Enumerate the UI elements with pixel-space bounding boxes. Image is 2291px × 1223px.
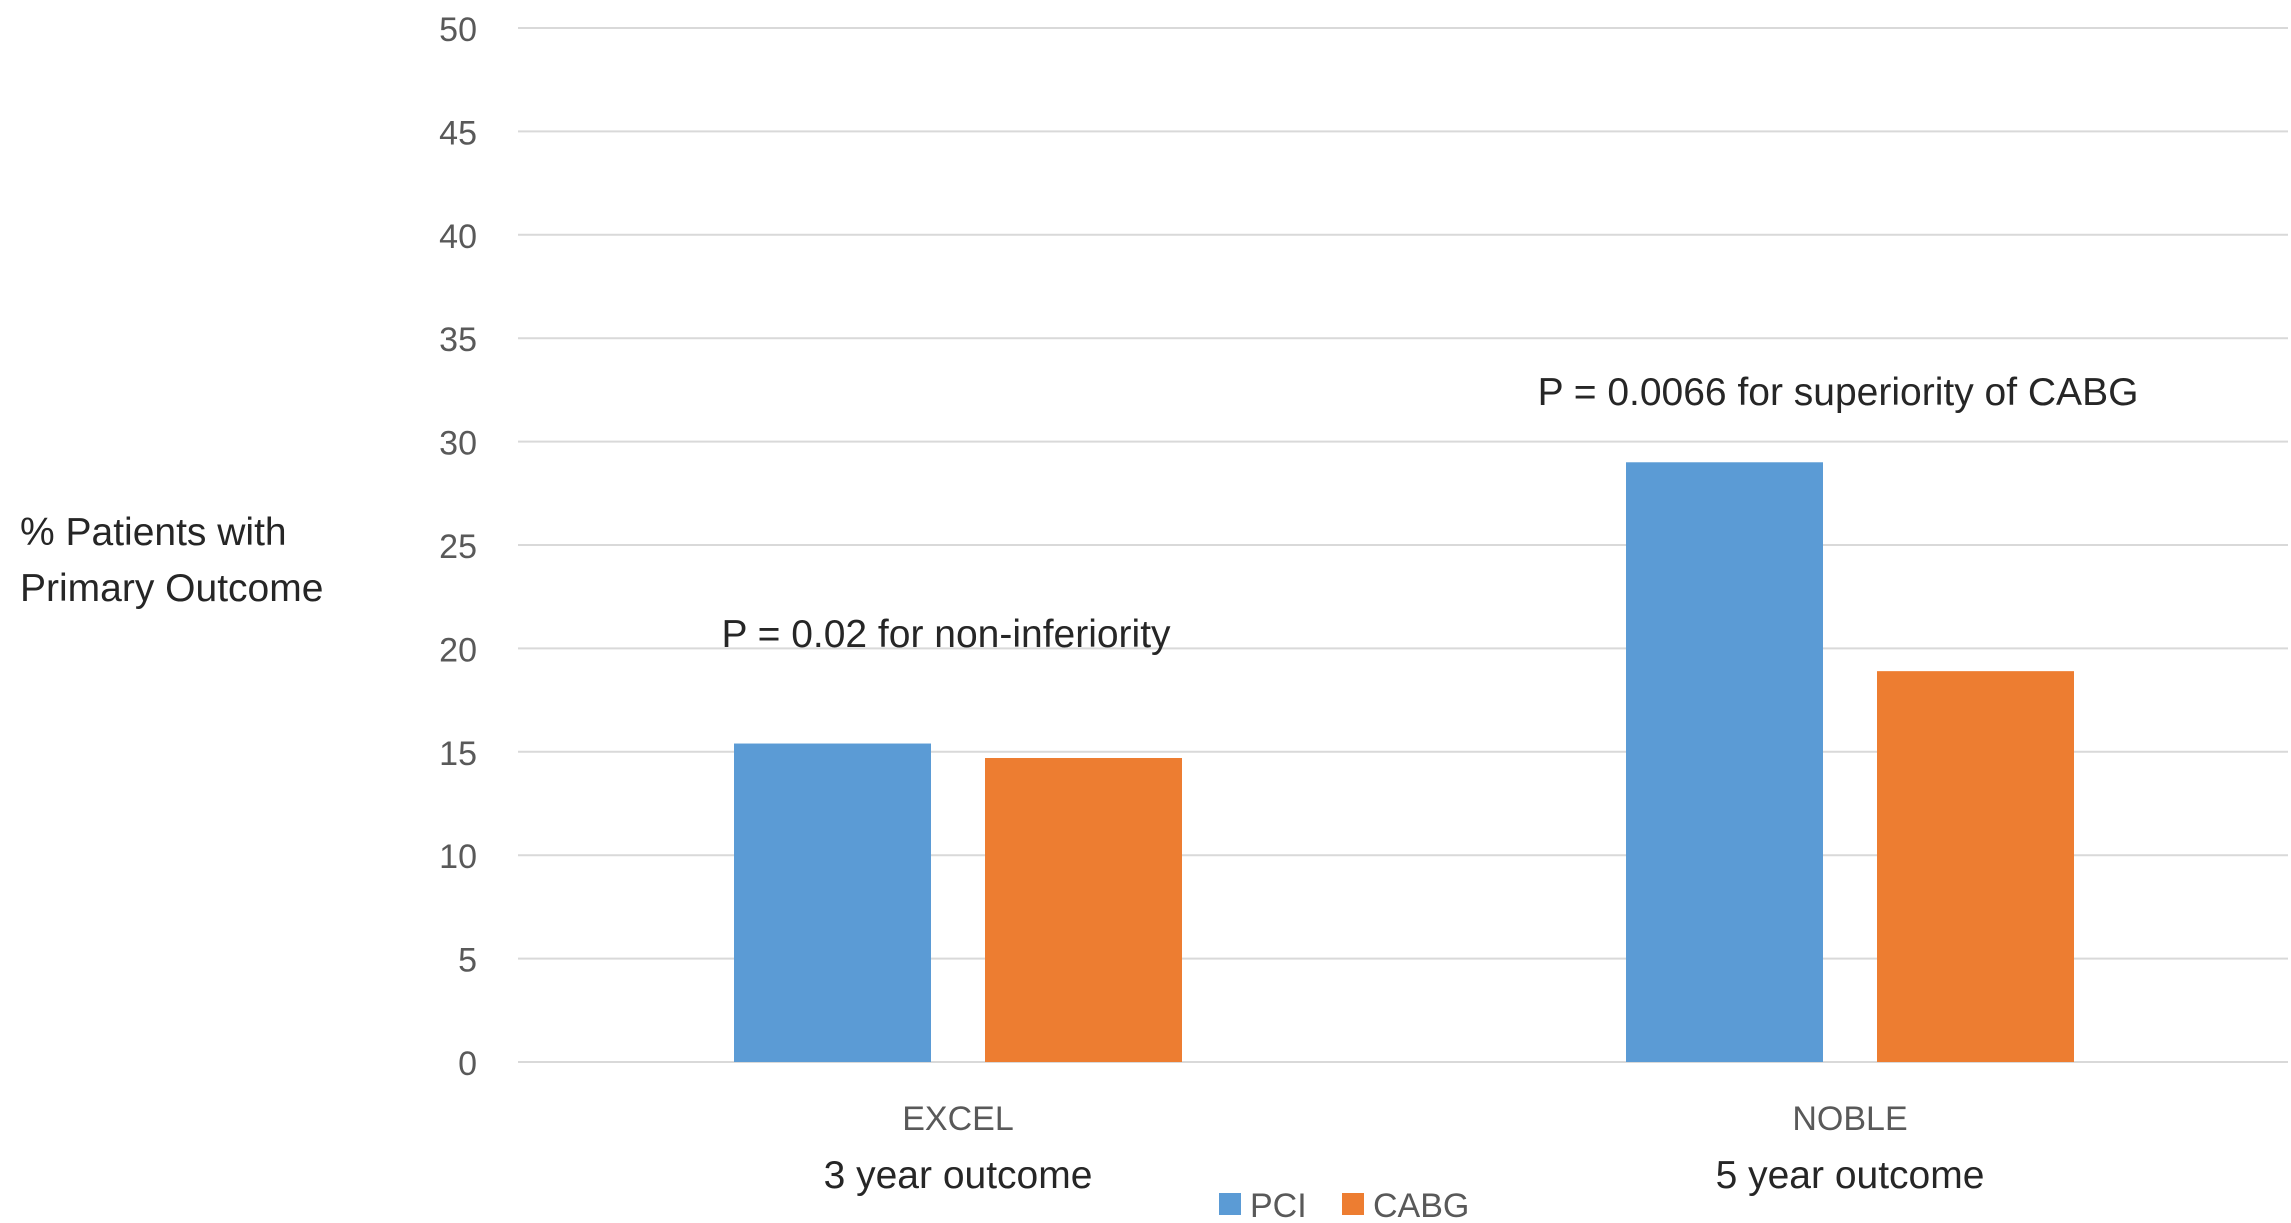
y-tick-label: 50 (439, 11, 477, 49)
legend-swatch-pci (1219, 1193, 1241, 1215)
y-tick-label: 25 (439, 528, 477, 566)
legend-swatch-cabg (1342, 1193, 1364, 1215)
y-tick-label: 5 (458, 942, 477, 980)
y-tick-label: 0 (458, 1045, 477, 1083)
y-tick-labels: 0 5 10 15 20 25 30 35 40 45 50 (439, 11, 477, 1083)
annotation-excel: P = 0.02 for non-inferiority (721, 613, 1171, 656)
legend: PCI CABG (1219, 1187, 1469, 1223)
bar-pci-excel (734, 743, 931, 1062)
y-tick-label: 15 (439, 735, 477, 773)
x-tick-label: EXCEL (902, 1100, 1014, 1138)
annotation-noble: P = 0.0066 for superiority of CABG (1538, 371, 2139, 414)
y-tick-label: 45 (439, 114, 477, 152)
y-axis-label-line-2: Primary Outcome (20, 567, 324, 610)
y-tick-label: 10 (439, 838, 477, 876)
x-tick-labels: EXCEL 3 year outcome NOBLE 5 year outcome (824, 1100, 1985, 1197)
x-tick-label: NOBLE (1792, 1100, 1907, 1138)
y-tick-label: 35 (439, 321, 477, 359)
bar-pci-noble (1626, 462, 1823, 1062)
y-axis-label: % Patients with Primary Outcome (20, 505, 323, 617)
legend-label-cabg: CABG (1373, 1187, 1469, 1223)
y-tick-label: 20 (439, 631, 477, 669)
annotations: P = 0.02 for non-inferiority P = 0.0066 f… (721, 371, 2138, 656)
x-tick-sublabel: 5 year outcome (1716, 1154, 1985, 1197)
bar-cabg-excel (985, 758, 1182, 1062)
legend-label-pci: PCI (1250, 1187, 1307, 1223)
y-axis-label-line-1: % Patients with (20, 511, 287, 554)
y-tick-label: 30 (439, 425, 477, 463)
bars (734, 462, 2074, 1062)
y-tick-label: 40 (439, 218, 477, 256)
x-tick-sublabel: 3 year outcome (824, 1154, 1093, 1197)
bar-cabg-noble (1877, 671, 2074, 1062)
